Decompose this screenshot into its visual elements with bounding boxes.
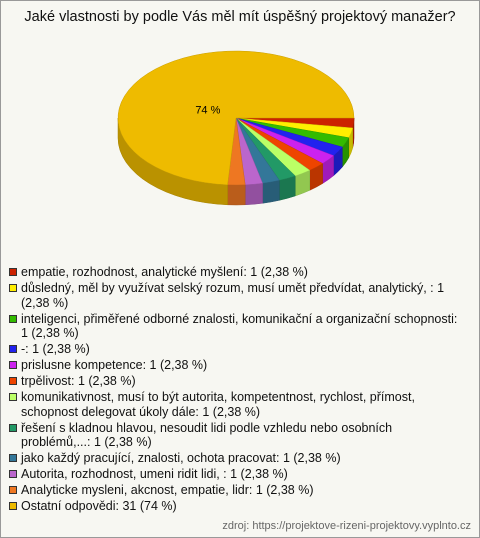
legend-label: Ostatní odpovědi: 31 (74 %) bbox=[21, 499, 177, 513]
legend-item: Autorita, rozhodnost, umeni ridit lidi, … bbox=[9, 467, 464, 482]
legend-label: inteligenci, přiměřené odborné znalosti,… bbox=[21, 311, 458, 341]
legend-item: -: 1 (2,38 %) bbox=[9, 342, 464, 357]
legend-item: inteligenci, přiměřené odborné znalosti,… bbox=[9, 312, 464, 341]
legend-swatch bbox=[9, 268, 17, 276]
value-label: 74 % bbox=[195, 105, 220, 117]
legend-label: komunikativnost, musí to být autorita, k… bbox=[21, 390, 415, 419]
slice-side bbox=[262, 179, 280, 204]
legend-swatch bbox=[9, 361, 17, 369]
legend-swatch bbox=[9, 345, 17, 353]
chart-title: Jaké vlastnosti by podle Vás měl mít úsp… bbox=[24, 9, 456, 25]
legend-label: jako každý pracující, znalosti, ochota p… bbox=[21, 451, 341, 465]
legend-item: Ostatní odpovědi: 31 (74 %) bbox=[9, 499, 464, 514]
legend-swatch bbox=[9, 470, 17, 478]
legend-swatch bbox=[9, 377, 17, 385]
legend-label: empatie, rozhodnost, analytické myšlení:… bbox=[21, 265, 308, 279]
legend-label: trpělivost: 1 (2,38 %) bbox=[21, 374, 136, 388]
legend-label: Analyticke mysleni, akcnost, empatie, li… bbox=[21, 483, 314, 497]
legend-label: Autorita, rozhodnost, umeni ridit lidi, … bbox=[21, 467, 288, 481]
legend-item: řešení s kladnou hlavou, nesoudit lidi p… bbox=[9, 421, 464, 450]
pie-area: 74 % bbox=[117, 50, 355, 206]
legend-label: -: 1 (2,38 %) bbox=[21, 342, 90, 356]
legend-item: empatie, rozhodnost, analytické myšlení:… bbox=[9, 265, 464, 280]
legend-item: prislusne kompetence: 1 (2,38 %) bbox=[9, 358, 464, 373]
legend-item: trpělivost: 1 (2,38 %) bbox=[9, 374, 464, 389]
legend-item: jako každý pracující, znalosti, ochota p… bbox=[9, 451, 464, 466]
legend-swatch bbox=[9, 423, 17, 432]
legend-swatch bbox=[9, 454, 17, 462]
legend-swatch bbox=[9, 502, 17, 510]
slice-side bbox=[244, 182, 263, 206]
legend-swatch bbox=[9, 393, 17, 401]
legend: empatie, rozhodnost, analytické myšlení:… bbox=[9, 265, 464, 515]
slice-side bbox=[227, 184, 246, 206]
legend-label: důsledný, měl by využívat selský rozum, … bbox=[21, 281, 445, 310]
legend-swatch bbox=[9, 284, 17, 292]
legend-label: řešení s kladnou hlavou, nesoudit lidi p… bbox=[21, 420, 393, 450]
legend-item: důsledný, měl by využívat selský rozum, … bbox=[9, 281, 464, 310]
slice bbox=[117, 50, 355, 186]
legend-swatch bbox=[9, 314, 17, 323]
legend-label: prislusne kompetence: 1 (2,38 %) bbox=[21, 358, 208, 372]
legend-item: komunikativnost, musí to být autorita, k… bbox=[9, 390, 464, 419]
legend-swatch bbox=[9, 486, 17, 494]
legend-item: Analyticke mysleni, akcnost, empatie, li… bbox=[9, 483, 464, 498]
source: zdroj: https://projektove-rizeni-projekt… bbox=[222, 520, 471, 532]
